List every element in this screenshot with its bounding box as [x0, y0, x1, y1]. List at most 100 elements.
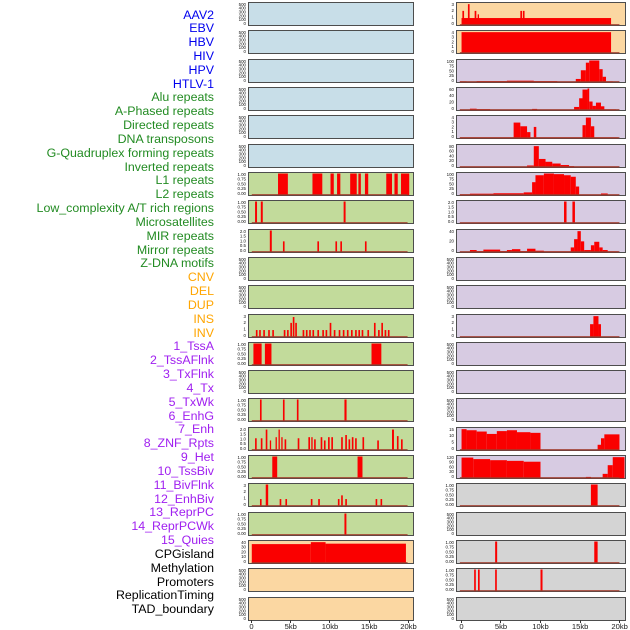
y-tick-label: 200: [239, 70, 247, 75]
y-tick-label: 200: [239, 42, 247, 47]
y-tick-label: 0: [244, 49, 247, 54]
signal-bar: [341, 495, 343, 507]
y-tick-label: 40: [449, 93, 454, 98]
y-tick-label: 0.25: [445, 498, 454, 503]
signal-bar: [323, 440, 326, 450]
y-tick-label: 0: [244, 587, 247, 592]
signal-bar: [575, 78, 581, 82]
y-tick-label: 1: [452, 326, 455, 331]
y-tick-label: 0.00: [237, 474, 246, 479]
signal-bar: [496, 430, 507, 450]
track-label: HPV: [188, 62, 214, 77]
panel-background: [248, 200, 414, 225]
track-label: 5_TxWk: [168, 394, 214, 409]
track-label: CNV: [187, 270, 214, 285]
panel-background: [248, 511, 414, 536]
y-tick-label: 3: [244, 483, 247, 488]
signal-bar: [364, 173, 369, 196]
y-tick-label: 400: [239, 374, 247, 379]
y-tick-label: 1: [452, 15, 455, 20]
zero-baseline: [251, 505, 408, 507]
signal-bar: [590, 244, 595, 252]
signal-bar: [278, 429, 280, 450]
y-tick-label: 300: [447, 293, 455, 298]
signal-bar: [602, 473, 608, 479]
y-tick-label: 0: [244, 559, 247, 564]
y-tick-label: 500: [239, 2, 247, 7]
track-label: Directed repeats: [123, 118, 214, 133]
y-tick-label: 30: [449, 469, 454, 474]
signal-bar: [265, 429, 268, 450]
signal-bar: [283, 329, 286, 337]
signal-bar: [520, 126, 528, 139]
y-tick-label: 100: [239, 584, 247, 589]
signal-bar: [348, 439, 351, 450]
x-axis-tick: [329, 620, 331, 624]
track-panel-right: 40 20 0: [449, 228, 626, 253]
x-axis-tick: [251, 620, 252, 624]
y-tick-label: 400: [447, 515, 455, 520]
zero-baseline: [459, 194, 620, 196]
signal-bar: [318, 499, 320, 507]
signal-bar: [384, 329, 387, 337]
signal-bar: [275, 436, 277, 450]
signal-bar: [530, 432, 541, 450]
zero-baseline: [459, 335, 620, 337]
panel-background: [248, 596, 414, 621]
track-panel-right: 321 0: [452, 313, 626, 338]
y-tick-label: 0: [452, 389, 455, 394]
track-label: 10_TssBiv: [157, 463, 214, 478]
y-tick-label: 0: [244, 106, 247, 111]
panel-background: [248, 143, 414, 168]
y-tick-label: 2: [452, 8, 455, 13]
y-tick-label: 200: [447, 268, 455, 273]
y-tick-label: 300: [239, 94, 247, 99]
panel-background: [456, 341, 626, 366]
signal-bar: [351, 436, 354, 450]
signal-bar: [305, 329, 308, 337]
signal-bar: [342, 329, 345, 337]
y-tick-label: 0.50: [237, 408, 246, 413]
signal-bar: [523, 192, 533, 196]
signal-bar: [251, 544, 311, 564]
y-tick-label: 400: [447, 345, 455, 350]
y-tick-label: 1.00: [445, 540, 454, 545]
track-panel-left: 2.01.51.00.50.0: [240, 426, 414, 451]
x-axis-label: 20kb: [611, 622, 628, 630]
y-tick-label: 0: [244, 163, 247, 168]
y-tick-label: 0.25: [237, 413, 246, 418]
signal-bar: [373, 322, 376, 337]
signal-bar: [358, 173, 361, 196]
signal-bar: [358, 329, 361, 337]
y-tick-label: 100: [447, 612, 455, 617]
signal-bar: [535, 175, 544, 196]
zero-baseline: [459, 80, 620, 82]
y-tick-label: 1.00: [237, 200, 246, 205]
x-axis-tick: [368, 620, 370, 624]
y-tick-label: 1.00: [237, 512, 246, 517]
y-tick-label: 2.0: [448, 200, 455, 205]
y-tick-label: 40: [241, 540, 246, 545]
y-tick-label: 300: [239, 151, 247, 156]
y-tick-label: 2: [244, 320, 247, 325]
signal-bar: [523, 461, 541, 479]
panel-background: [456, 256, 626, 281]
signal-bar: [255, 438, 257, 450]
y-tick-label: 0.25: [445, 583, 454, 588]
signal-bar: [594, 541, 598, 564]
track-label: 2_TssAFlnk: [149, 353, 214, 368]
signal-bar: [381, 322, 383, 337]
track-panel-left: 1.000.750.500.250.00: [237, 200, 414, 225]
y-tick-label: 1: [244, 326, 247, 331]
y-tick-label: 500: [239, 285, 247, 290]
zero-baseline: [251, 250, 408, 252]
y-tick-label: 100: [239, 130, 247, 135]
signal-bar: [346, 329, 349, 337]
signal-bar: [513, 122, 521, 139]
